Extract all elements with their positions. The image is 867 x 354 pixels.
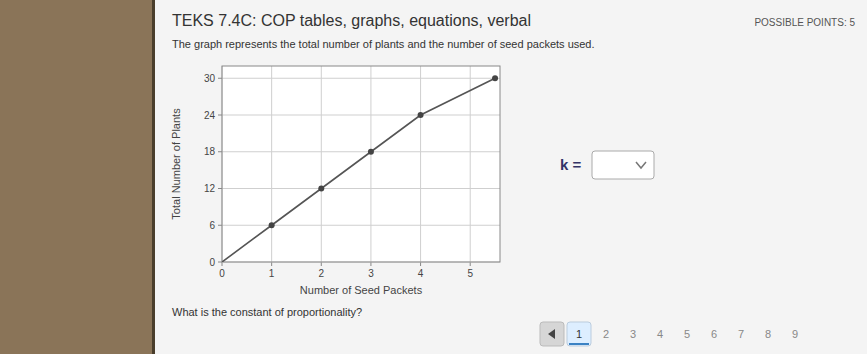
- tick-label-x: 5: [467, 268, 473, 279]
- tick-label-x: 4: [418, 268, 424, 279]
- tick-label-y: 12: [204, 183, 216, 194]
- sidebar-border: [152, 0, 155, 354]
- nav-page[interactable]: 7: [729, 322, 753, 346]
- nav-page-button: [729, 322, 753, 346]
- nav-page[interactable]: 4: [648, 322, 672, 346]
- nav-page[interactable]: 8: [756, 322, 780, 346]
- y-axis-label: Total Number of Plants: [170, 108, 182, 220]
- data-point: [492, 75, 498, 81]
- tick-x: [420, 262, 421, 266]
- grid-line-y: [222, 78, 500, 79]
- grid-line-x: [470, 66, 471, 262]
- nav-prev-button: [540, 322, 564, 346]
- nav-page[interactable]: 3: [621, 322, 645, 346]
- nav-page[interactable]: 2: [594, 322, 618, 346]
- grid-line-x: [321, 66, 322, 262]
- grid-line-y: [222, 225, 500, 226]
- nav-page-button: [675, 322, 699, 346]
- tick-x: [222, 262, 223, 266]
- nav-page-button: [648, 322, 672, 346]
- possible-points: POSSIBLE POINTS: 5: [754, 17, 855, 28]
- nav-prev-arrow: [548, 329, 555, 339]
- tick-label-x: 3: [368, 268, 374, 279]
- grid-line-x: [420, 66, 421, 262]
- plot-background: [222, 66, 500, 262]
- k-label: k =: [560, 156, 582, 173]
- nav-page[interactable]: 1: [567, 322, 591, 346]
- data-point: [418, 112, 424, 118]
- data-line: [222, 78, 495, 262]
- tick-x: [370, 262, 371, 266]
- nav-page-number: 6: [711, 328, 717, 340]
- tick-label-y: 24: [204, 110, 216, 121]
- nav-page-number: 4: [657, 328, 663, 340]
- nav-page-number: 2: [603, 328, 609, 340]
- nav-page-button: [594, 322, 618, 346]
- nav-prev[interactable]: [540, 322, 564, 346]
- tick-label-x: 2: [319, 268, 325, 279]
- nav-page-button: [783, 322, 807, 346]
- tick-label-y: 30: [204, 73, 216, 84]
- dropdown-chevron: [636, 162, 646, 168]
- tick-x: [271, 262, 272, 266]
- tick-y: [218, 115, 222, 116]
- nav-page-button: [621, 322, 645, 346]
- nav-page[interactable]: 9: [783, 322, 807, 346]
- plot-frame: [222, 66, 500, 262]
- plot-data: [222, 75, 498, 262]
- tick-label-x: 1: [269, 268, 275, 279]
- nav-page-number: 9: [792, 328, 798, 340]
- nav-page-button: [756, 322, 780, 346]
- nav-page-button: [702, 322, 726, 346]
- sidebar: [0, 0, 152, 354]
- grid-line-y: [222, 115, 500, 116]
- tick-y: [218, 262, 222, 263]
- tick-label-x: 0: [219, 268, 225, 279]
- tick-x: [321, 262, 322, 266]
- page: TEKS 7.4C: COP tables, graphs, equations…: [0, 0, 867, 354]
- tick-y: [218, 188, 222, 189]
- data-point: [368, 149, 374, 155]
- tick-y: [218, 225, 222, 226]
- description: The graph represents the total number of…: [172, 38, 595, 50]
- x-axis-label: Number of Seed Packets: [300, 284, 423, 296]
- nav-page[interactable]: 6: [702, 322, 726, 346]
- nav-page-number: 3: [630, 328, 636, 340]
- answer-dropdown[interactable]: [592, 151, 654, 179]
- tick-label-y: 0: [209, 257, 215, 268]
- tick-y: [218, 78, 222, 79]
- grid-line-y: [222, 151, 500, 152]
- tick-x: [470, 262, 471, 266]
- tick-label-y: 6: [209, 220, 215, 231]
- grid-line-y: [222, 188, 500, 189]
- data-point: [318, 186, 324, 192]
- title: TEKS 7.4C: COP tables, graphs, equations…: [172, 12, 531, 29]
- tick-y: [218, 151, 222, 152]
- grid-line-x: [370, 66, 371, 262]
- nav-page-button: [567, 322, 591, 346]
- nav-active-underline: [569, 343, 589, 345]
- nav-page-number: 5: [684, 328, 690, 340]
- data-point: [269, 222, 275, 228]
- nav-page[interactable]: 5: [675, 322, 699, 346]
- nav-page-number: 7: [738, 328, 744, 340]
- grid-line-x: [271, 66, 272, 262]
- question: What is the constant of proportionality?: [172, 306, 362, 318]
- nav-page-number: 8: [765, 328, 771, 340]
- tick-label-y: 18: [204, 146, 216, 157]
- nav-page-number: 1: [576, 328, 582, 340]
